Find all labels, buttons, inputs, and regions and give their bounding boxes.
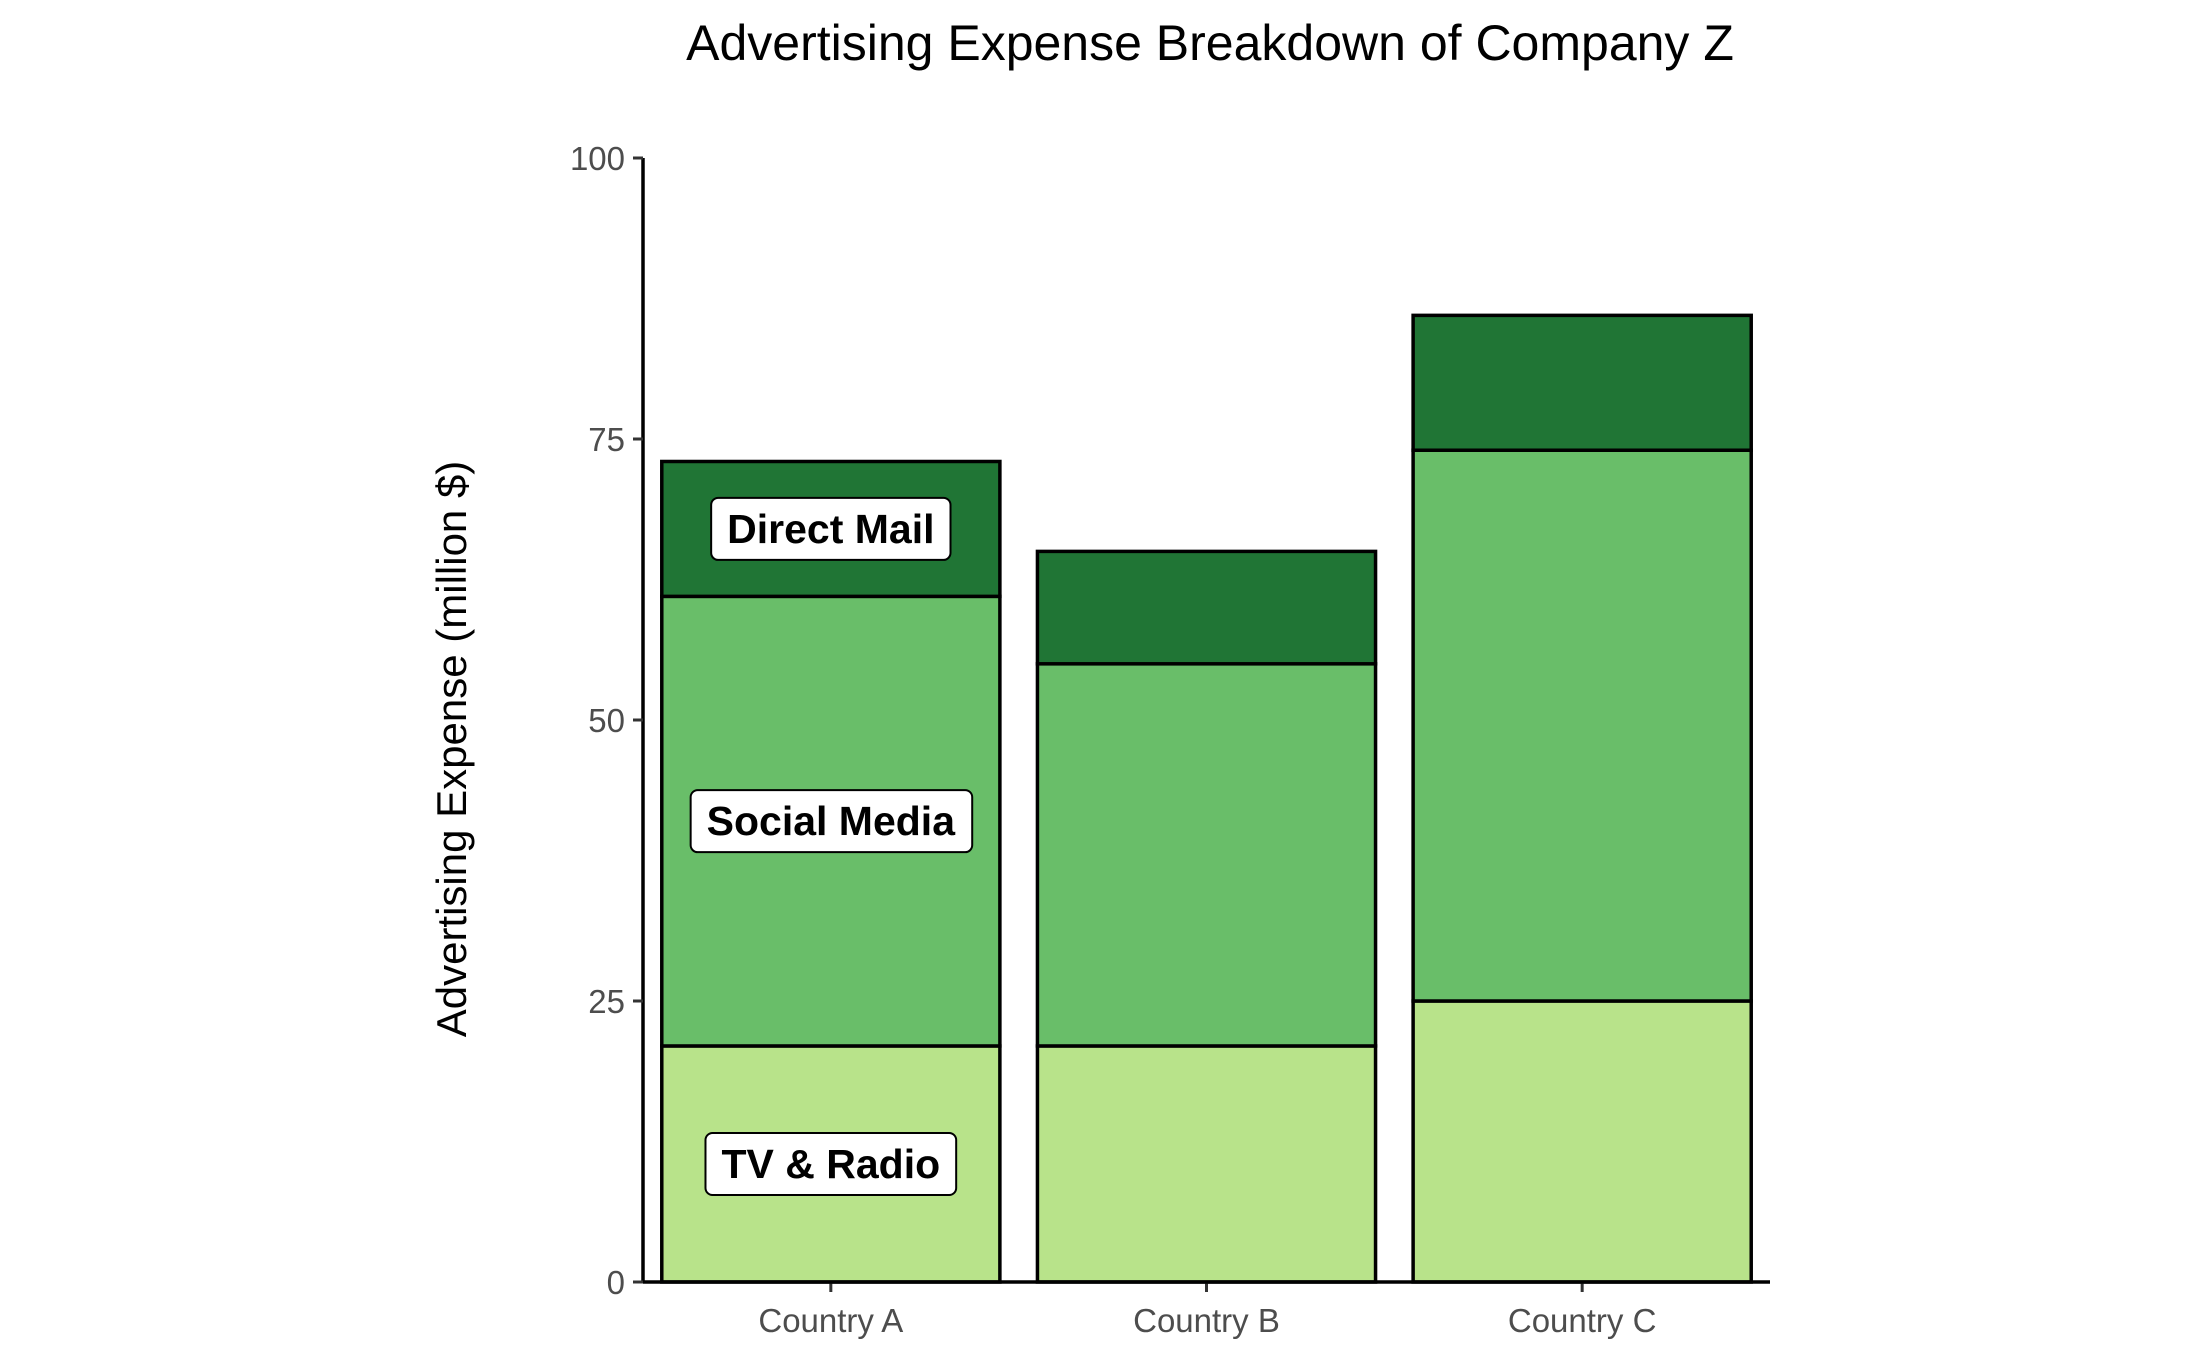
bar-country-b-direct-mail: [1035, 549, 1378, 666]
bar-country-b-tv-radio: [1035, 1044, 1378, 1284]
y-tick-label-100: 100: [570, 140, 625, 177]
y-tick-label-75: 75: [588, 421, 625, 458]
y-tick-label-25: 25: [588, 983, 625, 1020]
segment-label-direct-mail: Direct Mail: [727, 506, 934, 552]
segment-label-social-media: Social Media: [707, 798, 957, 844]
bar-country-c-tv-radio: [1411, 999, 1753, 1284]
x-tick-label-country-c: Country C: [1508, 1302, 1657, 1339]
x-tick-label-country-b: Country B: [1133, 1302, 1280, 1339]
y-axis-title: Advertising Expense (million $): [428, 461, 475, 1038]
y-tick-label-0: 0: [607, 1264, 625, 1301]
segment-label-tv-radio: TV & Radio: [721, 1141, 940, 1187]
segment-label-box-tv-radio: [704, 1131, 958, 1196]
segment-label-box-direct-mail: [710, 496, 952, 561]
bar-country-c-social-media: [1411, 448, 1753, 1003]
x-tick-label-country-a: Country A: [758, 1302, 903, 1339]
segment-label-box-social-media: [689, 789, 974, 854]
chart-title: Advertising Expense Breakdown of Company…: [686, 15, 1734, 71]
bar-country-c-direct-mail: [1411, 313, 1753, 452]
y-tick-label-50: 50: [588, 702, 625, 739]
bar-country-b-social-media: [1035, 662, 1378, 1048]
plot-area: Country A Country B Country C 0 25 50 75 100 TV …: [570, 140, 1770, 1339]
